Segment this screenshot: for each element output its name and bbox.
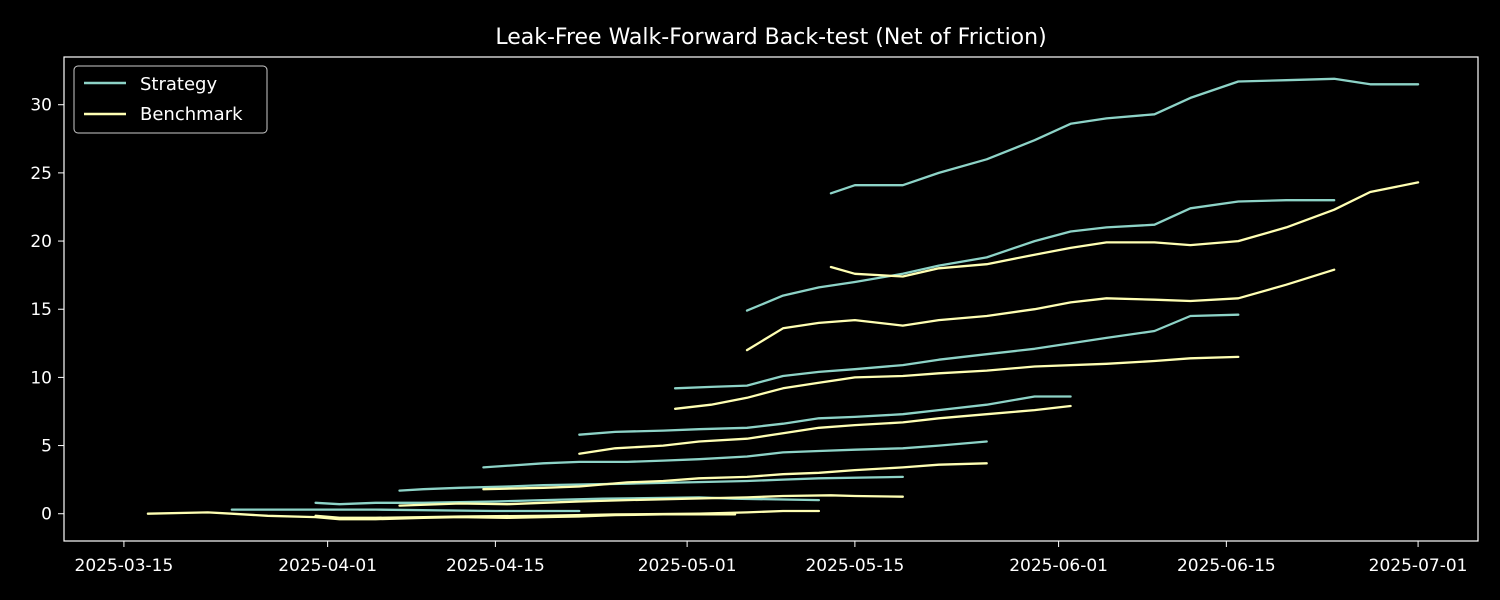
series-line-strategy-0 [230, 508, 581, 513]
y-tick-label: 0 [41, 505, 52, 525]
chart-title: Leak-Free Walk-Forward Back-test (Net of… [495, 25, 1046, 50]
x-tick-label: 2025-04-15 [446, 556, 545, 576]
y-tick-label: 15 [30, 300, 52, 320]
x-tick-label: 2025-06-01 [1009, 556, 1108, 576]
series-line-strategy-4 [398, 475, 904, 492]
series-line-benchmark-11 [673, 355, 1240, 410]
x-tick-label: 2025-03-15 [75, 556, 174, 576]
x-tick-label: 2025-07-01 [1369, 556, 1468, 576]
series-line-benchmark-15 [829, 181, 1420, 278]
x-tick-label: 2025-05-15 [805, 556, 904, 576]
y-tick-label: 5 [41, 437, 52, 457]
series-line-strategy-12 [745, 199, 1336, 312]
series-line-benchmark-13 [745, 268, 1336, 352]
y-tick-label: 30 [30, 96, 52, 116]
legend: Strategy Benchmark [73, 65, 268, 134]
y-tick-label: 10 [30, 368, 52, 388]
y-tick-label: 25 [30, 164, 52, 184]
x-axis: 2025-03-15 2025-04-01 2025-04-15 2025-05-01… [75, 541, 1468, 576]
x-tick-label: 2025-06-15 [1177, 556, 1276, 576]
series-line-benchmark-5 [398, 494, 904, 507]
x-tick-label: 2025-04-01 [278, 556, 377, 576]
y-axis: 0 5 10 15 20 25 30 [30, 96, 64, 525]
legend-benchmark-label: Benchmark [140, 104, 243, 125]
legend-strategy-label: Strategy [140, 74, 217, 95]
axes-frame [63, 56, 1479, 542]
series-line-benchmark-7 [482, 462, 988, 491]
series-line-strategy-8 [578, 395, 1072, 436]
series-line-benchmark-9 [578, 404, 1072, 455]
series-layer [146, 77, 1420, 521]
series-line-strategy-10 [673, 313, 1240, 390]
series-line-benchmark-3 [314, 509, 821, 519]
x-tick-label: 2025-05-01 [638, 556, 737, 576]
series-line-strategy-6 [482, 440, 988, 469]
series-line-strategy-14 [829, 77, 1420, 195]
y-tick-label: 20 [30, 232, 52, 252]
